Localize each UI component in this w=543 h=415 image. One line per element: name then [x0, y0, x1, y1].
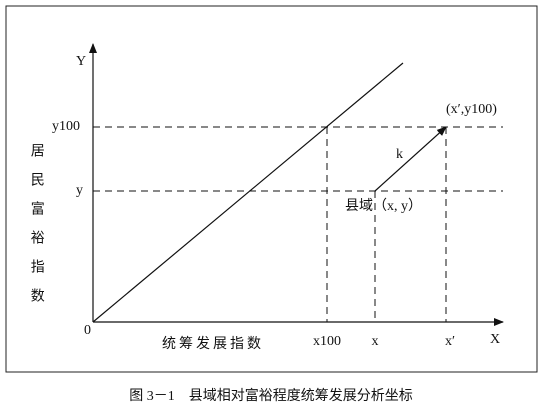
slope-label: k: [396, 147, 403, 162]
point-label: (x′,y100): [446, 102, 497, 117]
caption: 图 3－1 县域相对富裕程度统筹发展分析坐标: [129, 387, 413, 404]
x-title: 统筹发展指数: [162, 335, 264, 352]
origin: 0: [84, 323, 91, 338]
x-mark: x′: [445, 334, 455, 349]
diagonal: [92, 62, 404, 323]
x-mark: x100: [313, 334, 341, 349]
point-label: 县域（x, y）: [345, 198, 422, 214]
frame: [5, 5, 538, 373]
x-symbol: X: [490, 332, 500, 347]
y-mark: y100: [52, 119, 80, 134]
y-title: 居民富裕指数: [29, 143, 45, 317]
arrow: [374, 126, 447, 192]
x-mark: x: [372, 334, 379, 349]
y-mark: y: [76, 183, 83, 198]
y-symbol: Y: [76, 54, 86, 69]
